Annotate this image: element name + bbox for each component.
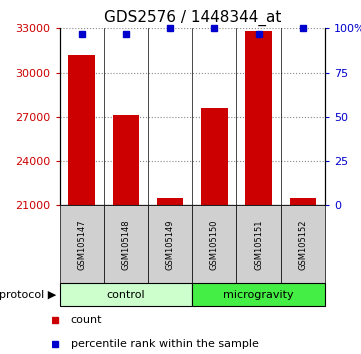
Text: GSM105152: GSM105152 bbox=[298, 219, 307, 269]
Bar bbox=[245, 31, 272, 205]
Text: GSM105149: GSM105149 bbox=[166, 219, 175, 269]
Bar bbox=[60, 205, 104, 283]
Text: microgravity: microgravity bbox=[223, 290, 294, 300]
Bar bbox=[201, 108, 228, 205]
Bar bbox=[192, 205, 236, 283]
Bar bbox=[236, 205, 281, 283]
Text: GSM105151: GSM105151 bbox=[254, 219, 263, 269]
Bar bbox=[290, 198, 316, 205]
Text: percentile rank within the sample: percentile rank within the sample bbox=[71, 339, 258, 349]
Bar bbox=[113, 115, 139, 205]
Text: count: count bbox=[71, 315, 102, 325]
Text: GSM105147: GSM105147 bbox=[77, 219, 86, 270]
Bar bbox=[69, 55, 95, 205]
Text: control: control bbox=[106, 290, 145, 300]
Title: GDS2576 / 1448344_at: GDS2576 / 1448344_at bbox=[104, 9, 281, 25]
Bar bbox=[104, 205, 148, 283]
Bar bbox=[281, 205, 325, 283]
Text: protocol ▶: protocol ▶ bbox=[0, 290, 56, 300]
Text: GSM105148: GSM105148 bbox=[121, 219, 130, 270]
Bar bbox=[60, 283, 192, 306]
Bar bbox=[157, 198, 183, 205]
Text: GSM105150: GSM105150 bbox=[210, 219, 219, 269]
Bar bbox=[148, 205, 192, 283]
Bar bbox=[192, 283, 325, 306]
